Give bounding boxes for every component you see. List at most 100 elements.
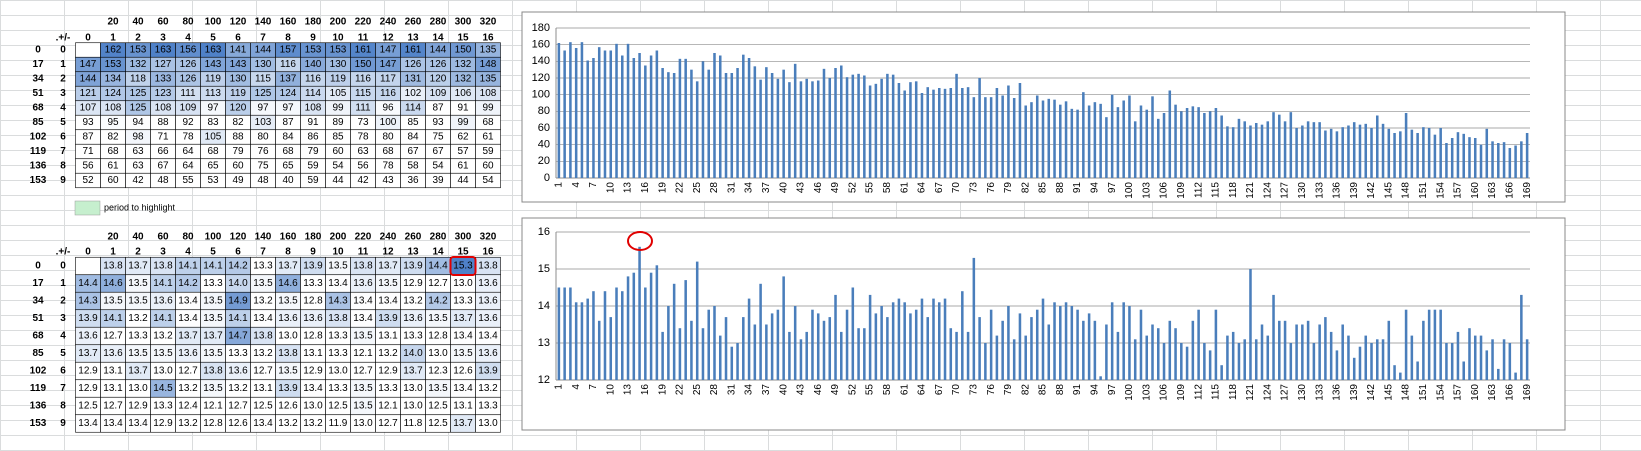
x-tick-label: 28 xyxy=(709,182,720,194)
cell-value: 14.3 xyxy=(328,296,348,307)
x-tick-label: 112 xyxy=(1193,182,1204,198)
x-tick-label: 115 xyxy=(1211,384,1222,400)
x-tick-label: 109 xyxy=(1176,182,1187,199)
cell-value: 119 xyxy=(230,88,246,99)
cell-value: 67 xyxy=(407,146,419,157)
cell-value: 13.5 xyxy=(278,296,298,307)
column-header: 4 xyxy=(185,33,191,44)
bar xyxy=(1185,108,1189,178)
x-tick-label: 145 xyxy=(1383,182,1394,199)
cell-value: 12.7 xyxy=(103,331,123,342)
row-header: 7 xyxy=(60,383,66,394)
cell-value: 153 xyxy=(130,45,147,56)
x-tick-label: 40 xyxy=(778,182,789,194)
cell-value: 13.8 xyxy=(353,261,373,272)
row-header: 68 xyxy=(32,103,44,114)
bar xyxy=(690,69,693,178)
cell-value: 124 xyxy=(280,88,297,99)
bar xyxy=(1473,335,1477,380)
cell-value: 13.9 xyxy=(303,261,323,272)
row-header: 17 xyxy=(32,278,44,289)
bar xyxy=(989,309,993,380)
bar xyxy=(1139,105,1143,178)
bar xyxy=(1525,339,1529,380)
cell-value: 161 xyxy=(405,45,422,56)
bar xyxy=(1168,320,1172,380)
bar xyxy=(1324,317,1327,380)
column-header: 12 xyxy=(382,33,394,44)
cell-value: 80 xyxy=(382,132,394,143)
cell-value: 54 xyxy=(482,175,494,186)
cell-value: 13.1 xyxy=(103,366,123,377)
bar xyxy=(1001,320,1004,380)
bar xyxy=(713,53,716,178)
bar xyxy=(984,97,987,178)
bar xyxy=(1283,121,1287,178)
bar xyxy=(1468,328,1471,380)
column-header: 10 xyxy=(332,247,344,258)
column-header: 12 xyxy=(382,247,394,258)
cell-value: 144 xyxy=(430,45,447,56)
cell-value: 143 xyxy=(230,59,247,70)
bar xyxy=(1018,313,1022,380)
bar xyxy=(1024,105,1027,178)
row-header: 153 xyxy=(30,418,47,429)
cell-value: 13.4 xyxy=(478,331,498,342)
row-header: 153 xyxy=(30,175,47,186)
cell-value: 14.1 xyxy=(228,313,248,324)
x-tick-label: 85 xyxy=(1038,182,1049,194)
cell-value: 144 xyxy=(80,74,97,85)
cell-value: 12.9 xyxy=(153,418,173,429)
column-header: 140 xyxy=(255,17,272,28)
cell-value: 39 xyxy=(432,175,444,186)
bar xyxy=(1508,148,1512,178)
cell-value: 113 xyxy=(205,88,221,99)
cell-value: 131 xyxy=(405,74,422,85)
bar xyxy=(1324,130,1327,178)
bar xyxy=(811,309,814,380)
bar xyxy=(1231,331,1235,380)
cell-value: 12.9 xyxy=(303,366,323,377)
x-tick-label: 1 xyxy=(554,182,565,188)
cell-value: 109 xyxy=(180,103,197,114)
x-tick-label: 136 xyxy=(1332,182,1343,199)
y-tick-label: 100 xyxy=(532,89,550,101)
cell-value: 120 xyxy=(430,74,447,85)
cell-value: 13.5 xyxy=(203,383,223,394)
cell-value: 13.1 xyxy=(453,401,473,412)
row-header: 85 xyxy=(32,117,44,128)
cell-value: 125 xyxy=(130,103,147,114)
bar xyxy=(868,85,872,178)
cell-value: 147 xyxy=(380,45,397,56)
cell-value: 13.0 xyxy=(478,418,498,429)
bar xyxy=(828,78,832,178)
column-header: 180 xyxy=(305,17,322,28)
cell-value: 67 xyxy=(157,161,169,172)
bar xyxy=(1110,94,1114,178)
cell-value: 61 xyxy=(107,161,119,172)
y-tick-label: 120 xyxy=(532,72,550,84)
cell-value: 84 xyxy=(407,132,419,143)
cell-value: 78 xyxy=(357,132,369,143)
cell-value: 13.5 xyxy=(103,296,123,307)
cell-value: 12.9 xyxy=(128,401,148,412)
cell-value: 13.2 xyxy=(178,418,198,429)
bar xyxy=(765,67,768,178)
x-tick-label: 100 xyxy=(1124,384,1135,401)
cell-value: 78 xyxy=(182,132,194,143)
cell-value: 71 xyxy=(157,132,169,143)
cell-value: 144 xyxy=(255,45,272,56)
cell-value: 13.9 xyxy=(78,313,98,324)
bar xyxy=(1254,339,1258,380)
cell-value: 132 xyxy=(455,74,472,85)
bar xyxy=(926,317,930,380)
y-tick-label: 140 xyxy=(532,55,550,67)
x-tick-label: 100 xyxy=(1124,182,1135,199)
cell-value: 114 xyxy=(405,103,421,114)
cell-value: 13.4 xyxy=(253,313,273,324)
x-tick-label: 166 xyxy=(1504,182,1515,199)
x-tick-label: 19 xyxy=(657,182,668,194)
legend-label: period to highlight xyxy=(104,202,176,212)
bar xyxy=(655,50,659,178)
cell-value: 111 xyxy=(180,88,196,99)
